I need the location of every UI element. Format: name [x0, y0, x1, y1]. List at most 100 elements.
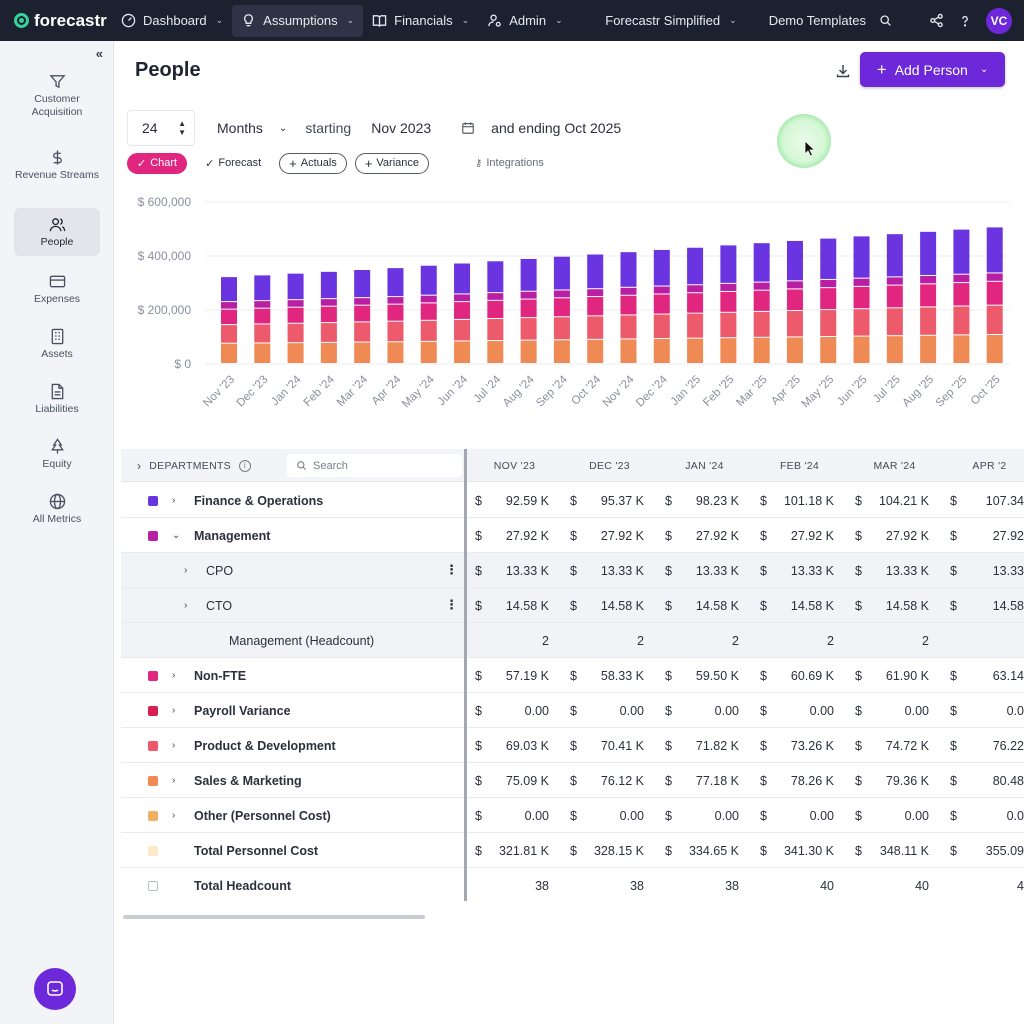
- table-cell[interactable]: $14.58 K: [657, 588, 752, 623]
- bar-segment[interactable]: [354, 270, 371, 298]
- bar-segment[interactable]: [853, 309, 870, 336]
- table-cell[interactable]: $76.22: [942, 728, 1024, 763]
- bar-segment[interactable]: [986, 305, 1003, 334]
- table-cell[interactable]: $0.0: [942, 693, 1024, 728]
- bar-segment[interactable]: [287, 307, 304, 323]
- chat-support-button[interactable]: [34, 968, 76, 1010]
- table-row[interactable]: Total Personnel Cost $321.81 K $328.15 K $3…: [121, 833, 1024, 868]
- bar-segment[interactable]: [387, 304, 404, 321]
- download-icon[interactable]: [835, 63, 851, 79]
- bar-segment[interactable]: [520, 258, 537, 291]
- chevron-right-icon[interactable]: ›: [184, 565, 188, 576]
- table-cell[interactable]: $13.33 K: [562, 553, 657, 588]
- table-cell[interactable]: $14.58 K: [752, 588, 847, 623]
- sidebar-item-revenue-streams[interactable]: Revenue Streams: [14, 141, 100, 189]
- bar-segment[interactable]: [786, 310, 803, 337]
- table-cell[interactable]: $27.92 K: [752, 518, 847, 553]
- chevron-down-icon[interactable]: ⌄: [172, 530, 181, 541]
- bar-segment[interactable]: [254, 343, 271, 363]
- bar-segment[interactable]: [720, 291, 737, 312]
- bar-segment[interactable]: [287, 343, 304, 363]
- nav-dashboard[interactable]: Dashboard ⌄: [112, 5, 232, 37]
- table-cell[interactable]: $0.00: [657, 798, 752, 833]
- chevron-right-icon[interactable]: ›: [137, 458, 142, 473]
- bar-segment[interactable]: [520, 318, 537, 340]
- table-cell[interactable]: $77.18 K: [657, 763, 752, 798]
- bar-segment[interactable]: [687, 293, 704, 313]
- bar-segment[interactable]: [786, 281, 803, 289]
- month-column-header[interactable]: MAR '24: [873, 459, 916, 472]
- table-cell[interactable]: $14.58 K: [847, 588, 942, 623]
- bar-segment[interactable]: [354, 322, 371, 342]
- nav-financials[interactable]: Financials ⌄: [363, 5, 478, 37]
- bar-segment[interactable]: [720, 283, 737, 291]
- stepper-arrows-icon[interactable]: ▲ ▼: [178, 119, 186, 137]
- bar-segment[interactable]: [254, 308, 271, 324]
- period-unit-select[interactable]: Months ⌄: [217, 120, 287, 136]
- bar-segment[interactable]: [287, 273, 304, 300]
- sidebar-item-expenses[interactable]: Expenses: [14, 265, 100, 313]
- table-row[interactable]: › Product & Development $69.03 K $70.41 K $7…: [121, 728, 1024, 763]
- bar-segment[interactable]: [620, 339, 637, 363]
- bar-segment[interactable]: [587, 289, 604, 297]
- bar-segment[interactable]: [753, 282, 770, 290]
- more-options-icon[interactable]: ⋮: [445, 597, 458, 612]
- chevron-right-icon[interactable]: ›: [172, 705, 176, 716]
- table-row[interactable]: › Payroll Variance $0.00 $0.00 $0.00 $0.00 $0.…: [121, 693, 1024, 728]
- bar-segment[interactable]: [553, 290, 570, 298]
- table-cell[interactable]: 38: [657, 868, 752, 901]
- nav-admin[interactable]: Admin ⌄: [478, 5, 571, 37]
- period-count-stepper[interactable]: 24 ▲ ▼: [127, 110, 195, 146]
- variance-toggle[interactable]: + Variance: [354, 152, 430, 174]
- bar-segment[interactable]: [920, 284, 937, 307]
- help-icon[interactable]: [958, 14, 972, 28]
- table-cell[interactable]: $328.15 K: [562, 833, 657, 868]
- month-column-header[interactable]: APR '2: [972, 459, 1007, 472]
- chart-toggle[interactable]: ✓ Chart: [127, 152, 188, 174]
- bar-segment[interactable]: [853, 336, 870, 363]
- table-row[interactable]: › Sales & Marketing $75.09 K $76.12 K $77.18…: [121, 763, 1024, 798]
- bar-segment[interactable]: [720, 338, 737, 363]
- table-cell[interactable]: $75.09 K: [467, 763, 562, 798]
- table-cell[interactable]: [942, 623, 1024, 658]
- table-cell[interactable]: $13.33 K: [657, 553, 752, 588]
- bar-segment[interactable]: [454, 294, 471, 302]
- actuals-toggle[interactable]: + Actuals: [279, 152, 347, 174]
- bar-segment[interactable]: [953, 335, 970, 363]
- table-cell[interactable]: $13.33 K: [752, 553, 847, 588]
- table-cell[interactable]: 40: [752, 868, 847, 901]
- search-icon[interactable]: [879, 14, 892, 27]
- table-cell[interactable]: 2: [752, 623, 847, 658]
- table-cell[interactable]: $0.00: [562, 693, 657, 728]
- table-cell[interactable]: 2: [847, 623, 942, 658]
- bar-segment[interactable]: [387, 342, 404, 363]
- bar-segment[interactable]: [687, 285, 704, 293]
- bar-segment[interactable]: [953, 306, 970, 335]
- table-cell[interactable]: $61.90 K: [847, 658, 942, 693]
- bar-segment[interactable]: [853, 278, 870, 286]
- bar-segment[interactable]: [254, 301, 271, 308]
- add-person-button[interactable]: + Add Person ⌄: [860, 52, 1005, 87]
- bar-segment[interactable]: [420, 265, 437, 295]
- table-row[interactable]: › Other (Personnel Cost) $0.00 $0.00 $0.00 $0…: [121, 798, 1024, 833]
- demo-templates-button[interactable]: Demo Templates: [760, 5, 901, 37]
- month-column-header[interactable]: NOV '23: [493, 459, 536, 472]
- forecastr-logo[interactable]: forecastr: [0, 11, 112, 31]
- bar-segment[interactable]: [753, 243, 770, 282]
- table-cell[interactable]: $27.92 K: [562, 518, 657, 553]
- bar-segment[interactable]: [254, 324, 271, 343]
- department-search[interactable]: Search: [287, 454, 462, 477]
- table-cell[interactable]: $107.34: [942, 483, 1024, 518]
- table-cell[interactable]: 2: [657, 623, 752, 658]
- bar-segment[interactable]: [320, 323, 337, 342]
- calendar-icon[interactable]: [461, 121, 475, 135]
- bar-segment[interactable]: [320, 299, 337, 306]
- bar-segment[interactable]: [553, 340, 570, 363]
- horizontal-scrollbar[interactable]: [123, 915, 425, 919]
- bar-segment[interactable]: [587, 254, 604, 289]
- table-cell[interactable]: $348.11 K: [847, 833, 942, 868]
- bar-segment[interactable]: [420, 341, 437, 363]
- bar-segment[interactable]: [653, 286, 670, 294]
- bar-segment[interactable]: [354, 298, 371, 305]
- table-cell[interactable]: $74.72 K: [847, 728, 942, 763]
